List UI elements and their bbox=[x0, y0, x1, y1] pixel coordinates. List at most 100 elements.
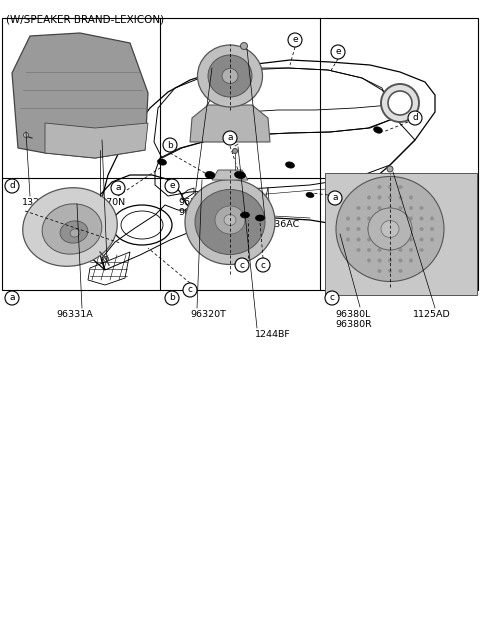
Ellipse shape bbox=[399, 186, 402, 189]
Circle shape bbox=[165, 179, 179, 193]
Circle shape bbox=[256, 258, 270, 272]
Ellipse shape bbox=[157, 159, 167, 165]
Text: 96380L: 96380L bbox=[335, 310, 371, 319]
Ellipse shape bbox=[378, 186, 381, 189]
Ellipse shape bbox=[357, 206, 360, 210]
Circle shape bbox=[235, 258, 249, 272]
Ellipse shape bbox=[388, 227, 392, 230]
Text: d: d bbox=[9, 182, 15, 191]
Ellipse shape bbox=[399, 217, 402, 220]
Ellipse shape bbox=[430, 238, 434, 241]
Ellipse shape bbox=[388, 217, 392, 220]
Ellipse shape bbox=[378, 206, 381, 210]
Text: c: c bbox=[188, 286, 192, 295]
Ellipse shape bbox=[409, 196, 413, 199]
Ellipse shape bbox=[346, 238, 350, 241]
Ellipse shape bbox=[367, 227, 371, 230]
Circle shape bbox=[163, 138, 177, 152]
Ellipse shape bbox=[388, 186, 392, 189]
Text: 96350R: 96350R bbox=[178, 208, 215, 217]
Ellipse shape bbox=[357, 227, 360, 230]
Text: a: a bbox=[9, 293, 15, 302]
Ellipse shape bbox=[388, 196, 392, 199]
Ellipse shape bbox=[420, 227, 423, 230]
Ellipse shape bbox=[357, 238, 360, 241]
Circle shape bbox=[328, 191, 342, 205]
Text: e: e bbox=[335, 48, 341, 56]
Ellipse shape bbox=[399, 196, 402, 199]
Ellipse shape bbox=[306, 193, 314, 198]
Ellipse shape bbox=[373, 126, 383, 133]
Ellipse shape bbox=[409, 248, 413, 252]
Ellipse shape bbox=[208, 55, 252, 97]
Text: (W/SPEAKER BRAND-LEXICON): (W/SPEAKER BRAND-LEXICON) bbox=[6, 14, 164, 24]
Circle shape bbox=[223, 131, 237, 145]
Text: c: c bbox=[240, 261, 244, 270]
Ellipse shape bbox=[23, 187, 117, 266]
Text: a: a bbox=[332, 193, 338, 202]
Ellipse shape bbox=[409, 238, 413, 241]
Ellipse shape bbox=[378, 217, 381, 220]
Ellipse shape bbox=[357, 248, 360, 252]
Ellipse shape bbox=[409, 259, 413, 262]
Text: e: e bbox=[292, 35, 298, 44]
Ellipse shape bbox=[420, 206, 423, 210]
Ellipse shape bbox=[430, 227, 434, 230]
Ellipse shape bbox=[368, 208, 412, 250]
Text: b: b bbox=[167, 141, 173, 150]
Ellipse shape bbox=[399, 227, 402, 230]
Ellipse shape bbox=[387, 166, 393, 172]
Ellipse shape bbox=[205, 171, 215, 178]
Ellipse shape bbox=[235, 171, 245, 178]
Ellipse shape bbox=[232, 148, 238, 153]
Circle shape bbox=[5, 179, 19, 193]
Text: a: a bbox=[227, 134, 233, 143]
Polygon shape bbox=[325, 173, 477, 295]
Ellipse shape bbox=[367, 206, 371, 210]
Ellipse shape bbox=[399, 269, 402, 273]
Polygon shape bbox=[190, 105, 270, 142]
Ellipse shape bbox=[378, 248, 381, 252]
Text: d: d bbox=[412, 114, 418, 123]
Ellipse shape bbox=[346, 227, 350, 230]
Ellipse shape bbox=[286, 162, 294, 168]
Ellipse shape bbox=[215, 206, 245, 234]
Ellipse shape bbox=[185, 180, 275, 265]
Ellipse shape bbox=[378, 227, 381, 230]
Ellipse shape bbox=[378, 238, 381, 241]
Circle shape bbox=[408, 111, 422, 125]
Ellipse shape bbox=[399, 259, 402, 262]
Ellipse shape bbox=[420, 217, 423, 220]
Bar bbox=[2, 18, 478, 290]
Ellipse shape bbox=[24, 132, 28, 137]
Ellipse shape bbox=[224, 214, 236, 225]
Ellipse shape bbox=[388, 91, 412, 115]
Ellipse shape bbox=[42, 204, 102, 254]
Text: a: a bbox=[115, 184, 121, 193]
Ellipse shape bbox=[357, 217, 360, 220]
Ellipse shape bbox=[430, 217, 434, 220]
Ellipse shape bbox=[399, 248, 402, 252]
Ellipse shape bbox=[336, 177, 444, 281]
Text: 1327CB: 1327CB bbox=[22, 198, 59, 207]
Ellipse shape bbox=[367, 248, 371, 252]
Ellipse shape bbox=[240, 212, 250, 218]
Text: e: e bbox=[169, 182, 175, 191]
Circle shape bbox=[325, 291, 339, 305]
Text: b: b bbox=[169, 293, 175, 302]
Text: c: c bbox=[329, 293, 335, 302]
Ellipse shape bbox=[378, 196, 381, 199]
Ellipse shape bbox=[197, 45, 263, 107]
Text: 91713: 91713 bbox=[385, 193, 415, 202]
Ellipse shape bbox=[388, 238, 392, 241]
Circle shape bbox=[5, 291, 19, 305]
Ellipse shape bbox=[399, 238, 402, 241]
Text: 96370N: 96370N bbox=[88, 198, 125, 207]
Text: 96320T: 96320T bbox=[190, 310, 226, 319]
Polygon shape bbox=[212, 170, 248, 180]
Ellipse shape bbox=[60, 221, 88, 243]
Ellipse shape bbox=[381, 84, 419, 122]
Ellipse shape bbox=[378, 269, 381, 273]
Ellipse shape bbox=[222, 69, 238, 83]
Ellipse shape bbox=[240, 42, 248, 49]
